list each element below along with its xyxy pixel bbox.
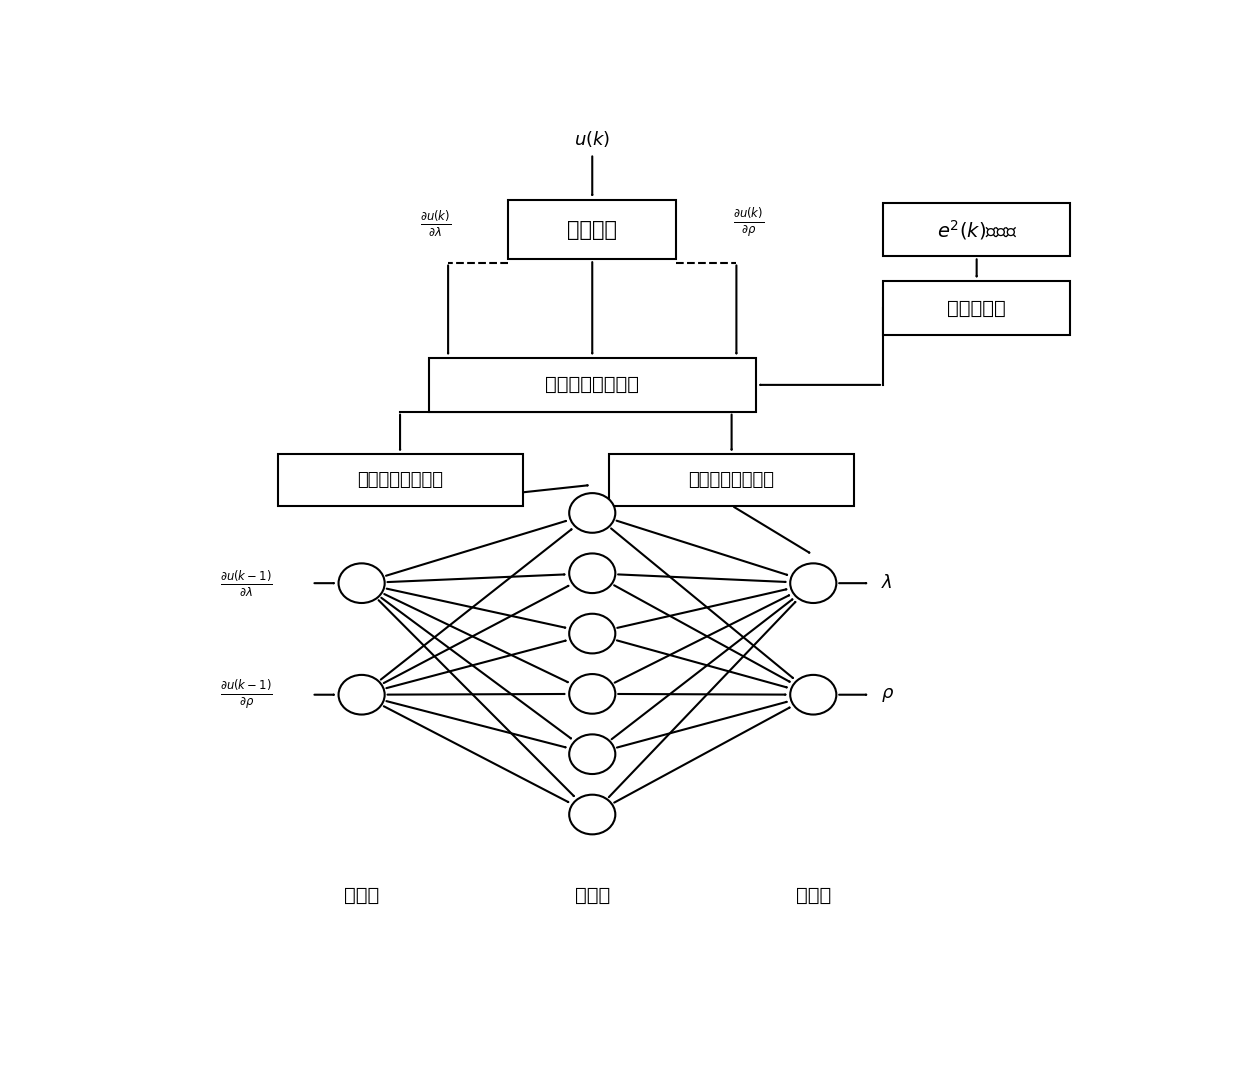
Circle shape <box>569 674 615 714</box>
Circle shape <box>569 614 615 653</box>
Circle shape <box>790 563 836 603</box>
Text: 隐含层: 隐含层 <box>574 886 610 905</box>
Bar <box>883 281 1070 335</box>
Text: $\frac{\partial u(k-1)}{\partial \rho}$: $\frac{\partial u(k-1)}{\partial \rho}$ <box>219 678 273 711</box>
Bar <box>883 203 1070 256</box>
Text: 输出层: 输出层 <box>796 886 831 905</box>
Text: $\frac{\partial u(k)}{\partial \rho}$: $\frac{\partial u(k)}{\partial \rho}$ <box>733 207 764 239</box>
Text: 系统误差反向传播: 系统误差反向传播 <box>546 376 640 395</box>
Text: 梯度下降法: 梯度下降法 <box>947 298 1006 318</box>
Circle shape <box>569 734 615 774</box>
Text: $\frac{\partial u(k)}{\partial \lambda}$: $\frac{\partial u(k)}{\partial \lambda}$ <box>420 208 451 238</box>
Text: 更新隐含层权系数: 更新隐含层权系数 <box>357 471 443 489</box>
Circle shape <box>569 494 615 533</box>
Text: 更新输出层权系数: 更新输出层权系数 <box>688 471 775 489</box>
Circle shape <box>569 554 615 593</box>
Bar <box>429 358 755 412</box>
Text: $\lambda$: $\lambda$ <box>880 574 892 592</box>
Text: $u(k)$: $u(k)$ <box>574 130 610 149</box>
Circle shape <box>790 675 836 715</box>
Bar <box>278 454 522 505</box>
Text: 输入层: 输入层 <box>343 886 379 905</box>
Bar <box>609 454 854 505</box>
Bar <box>508 200 676 260</box>
Circle shape <box>339 675 384 715</box>
Circle shape <box>339 563 384 603</box>
Text: 梯度信息: 梯度信息 <box>567 220 618 239</box>
Text: $\rho$: $\rho$ <box>880 686 894 704</box>
Text: $\frac{\partial u(k-1)}{\partial \lambda}$: $\frac{\partial u(k-1)}{\partial \lambda… <box>219 569 273 598</box>
Text: $e^2(k)$最小化: $e^2(k)$最小化 <box>936 218 1017 241</box>
Circle shape <box>569 795 615 835</box>
